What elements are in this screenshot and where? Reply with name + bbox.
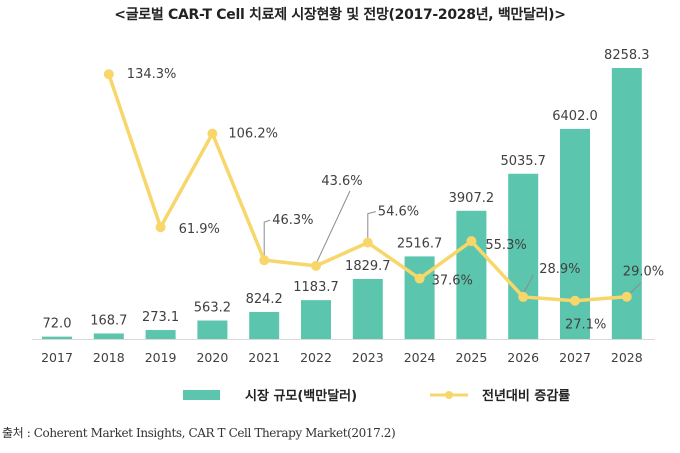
growth-label-2021: 46.3% [272,213,313,228]
bar-label-2023: 1829.7 [345,259,391,274]
x-tick-2028: 2028 [611,350,643,365]
growth-marker-2028 [621,291,632,302]
growth-marker-2024 [414,273,425,284]
legend-label-growth-rate: 전년대비 증감률 [482,388,570,404]
x-tick-2024: 2024 [404,350,436,365]
bar-label-2017: 72.0 [43,317,72,332]
bar-label-2022: 1183.7 [293,280,339,295]
growth-marker-2025 [466,236,477,247]
growth-label-2019: 61.9% [179,222,220,237]
x-tick-2019: 2019 [145,350,177,365]
bar-2020 [197,320,228,339]
x-tick-2022: 2022 [300,350,332,365]
bar-label-2020: 563.2 [194,301,231,316]
growth-label-2027: 27.1% [565,318,606,333]
leader-line-2022 [315,190,351,265]
leader-line-2028 [629,282,642,295]
growth-label-2023: 54.6% [378,205,419,220]
bar-2018 [93,333,124,339]
x-tick-2018: 2018 [93,350,125,365]
x-tick-2020: 2020 [196,350,228,365]
leader-line-2021 [263,219,271,259]
growth-marker-2019 [155,222,166,233]
growth-label-2026: 28.9% [539,262,580,277]
growth-label-2024: 37.6% [432,274,473,289]
line-series [103,69,632,306]
bar-2022 [301,300,331,339]
bar-2019 [145,330,176,339]
bar-label-2027: 6402.0 [552,109,598,124]
x-tick-2026: 2026 [507,350,539,365]
bar-label-2021: 824.2 [246,292,283,307]
growth-marker-2023 [362,237,373,248]
chart-title: <글로벌 CAR-T Cell 치료제 시장현황 및 전망(2017-2028년… [114,7,566,23]
x-tick-2023: 2023 [352,350,384,365]
growth-marker-2021 [259,255,270,266]
bar-label-2019: 273.1 [142,310,179,325]
growth-label-2025: 55.3% [485,238,526,253]
x-tick-2025: 2025 [455,350,487,365]
growth-marker-2027 [570,295,580,306]
growth-label-2028: 29.0% [623,265,664,280]
leader-line-2023 [367,211,376,239]
bar-2025 [456,210,487,339]
growth-label-2022: 43.6% [321,174,362,189]
leader-lines [263,190,642,295]
bar-2026 [508,173,539,339]
bar-2017 [42,336,72,339]
legend-swatch-growth-marker [445,391,453,399]
growth-marker-2020 [207,128,218,139]
bar-2023 [352,278,383,339]
bar-label-2028: 8258.3 [604,48,650,63]
legend-swatch-market-size [183,390,220,400]
growth-marker-2022 [311,260,321,271]
x-tick-2021: 2021 [248,350,280,365]
growth-marker-2026 [518,291,529,302]
bar-label-2024: 2516.7 [397,236,443,251]
chart-area: 72.0 168.7 273.1 563.2 824.2 1183.7 1829.7 2516… [32,48,664,404]
bar-2027 [560,128,590,339]
legend-label-market-size: 시장 규모(백만달러) [245,388,357,404]
legend: 시장 규모(백만달러) 전년대비 증감률 [183,388,570,404]
x-tick-2027: 2027 [559,350,591,365]
bar-data-labels: 72.0 168.7 273.1 563.2 824.2 1183.7 1829.7 2516… [43,48,650,332]
source-note: 출처 : Coherent Market Insights, CAR T Cel… [2,426,396,440]
bar-label-2026: 5035.7 [500,154,546,169]
bar-2024 [404,256,435,339]
bar-label-2018: 168.7 [90,313,127,328]
growth-label-2020: 106.2% [228,127,278,142]
x-tick-2017: 2017 [41,350,73,365]
bar-2021 [249,311,280,339]
line-data-labels: 134.3% 61.9% 106.2% 46.3% 43.6% 54.6% 37.6% 55.… [127,67,664,333]
growth-label-2018: 134.3% [127,67,177,82]
bar-label-2025: 3907.2 [449,191,495,206]
x-axis-ticks: 2017 2018 2019 2020 2021 2022 2023 2024 2025 2026… [41,350,643,365]
growth-marker-2018 [103,69,114,80]
leader-line-2026 [522,274,534,295]
